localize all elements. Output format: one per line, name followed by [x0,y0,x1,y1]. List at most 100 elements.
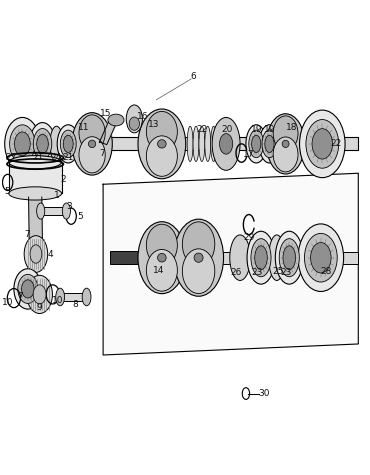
Ellipse shape [18,275,38,304]
Text: 22: 22 [330,139,341,148]
Ellipse shape [305,233,337,282]
Text: 13: 13 [148,120,159,129]
Ellipse shape [147,224,177,266]
Bar [120,252,358,264]
Ellipse shape [63,203,70,219]
Ellipse shape [306,120,339,168]
Text: 5: 5 [77,212,83,221]
Ellipse shape [246,125,266,163]
Ellipse shape [279,238,299,277]
Ellipse shape [262,130,277,158]
Text: 19: 19 [264,124,275,133]
Ellipse shape [79,115,105,151]
Ellipse shape [33,129,52,159]
Text: 26: 26 [231,268,242,277]
Ellipse shape [251,238,271,277]
Ellipse shape [247,231,275,284]
Ellipse shape [275,231,303,284]
Ellipse shape [298,224,344,292]
Text: 18: 18 [286,123,297,132]
Text: 7: 7 [99,149,105,158]
Text: 6: 6 [190,72,196,81]
Text: 23: 23 [252,268,263,277]
Text: 16: 16 [137,112,148,121]
Ellipse shape [9,156,62,169]
Ellipse shape [30,245,42,263]
Ellipse shape [33,285,46,304]
Ellipse shape [82,288,91,306]
Ellipse shape [273,116,298,151]
Ellipse shape [108,114,124,126]
Ellipse shape [56,288,64,306]
Ellipse shape [249,130,263,158]
Ellipse shape [158,253,166,262]
Text: 15: 15 [100,109,111,118]
Ellipse shape [182,249,215,294]
Text: 20: 20 [221,124,232,133]
Ellipse shape [60,130,76,158]
Text: 10: 10 [52,296,64,305]
Ellipse shape [14,132,30,156]
Bar [111,251,142,264]
Ellipse shape [252,135,261,152]
Polygon shape [28,197,43,248]
Text: 5: 5 [5,187,10,196]
Text: 8: 8 [72,300,78,309]
Ellipse shape [182,222,215,266]
Ellipse shape [194,253,203,262]
Text: 17: 17 [243,150,255,159]
Ellipse shape [282,140,289,147]
Ellipse shape [79,137,105,173]
Ellipse shape [21,280,34,298]
Text: 21: 21 [63,153,74,162]
Ellipse shape [199,126,205,162]
Ellipse shape [147,136,177,176]
Ellipse shape [88,140,96,148]
Ellipse shape [147,112,177,152]
Ellipse shape [24,236,48,272]
Ellipse shape [212,117,240,171]
Text: 29: 29 [243,233,255,242]
Text: 2: 2 [60,175,65,184]
Ellipse shape [266,114,305,174]
Bar [60,293,87,301]
Text: 3: 3 [66,202,72,211]
Ellipse shape [174,219,223,296]
Text: 22: 22 [196,124,208,133]
Ellipse shape [37,203,45,219]
Ellipse shape [255,246,267,270]
Text: 9: 9 [37,304,43,313]
Bar [9,162,62,193]
Ellipse shape [273,137,298,172]
Polygon shape [103,173,358,355]
Text: 30: 30 [258,389,269,398]
Ellipse shape [216,126,222,162]
Ellipse shape [37,134,48,153]
Ellipse shape [158,140,166,148]
Ellipse shape [138,222,186,294]
Ellipse shape [5,117,40,171]
Text: 28: 28 [320,267,332,276]
Polygon shape [100,117,118,144]
Ellipse shape [211,126,216,162]
Text: 27: 27 [5,153,16,162]
Ellipse shape [50,126,63,162]
Ellipse shape [265,135,274,152]
Ellipse shape [14,269,42,309]
Ellipse shape [27,276,53,314]
Text: 4: 4 [48,249,53,258]
Text: 23: 23 [280,268,291,277]
Ellipse shape [72,113,112,175]
Ellipse shape [205,126,211,162]
Bar [50,137,358,151]
Ellipse shape [57,125,79,163]
Ellipse shape [219,133,233,154]
Text: 19: 19 [250,124,262,133]
Bar [41,207,66,215]
Ellipse shape [230,235,250,280]
Ellipse shape [129,117,139,130]
Text: 21: 21 [33,153,44,162]
Text: 7: 7 [24,230,30,239]
Ellipse shape [138,109,186,179]
Ellipse shape [10,125,35,163]
